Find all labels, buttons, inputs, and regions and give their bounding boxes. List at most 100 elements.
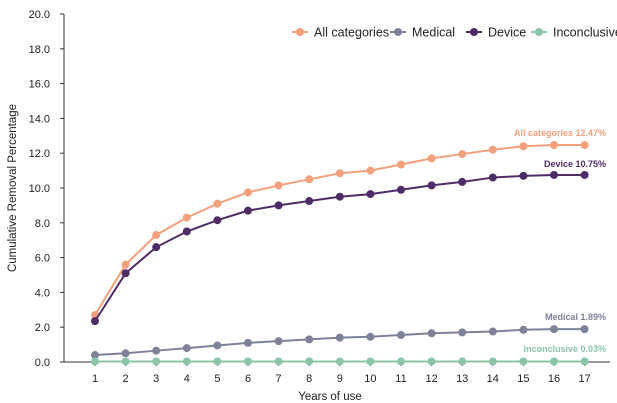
y-tick-label: 2.0	[35, 322, 50, 334]
data-point	[458, 328, 467, 337]
data-point	[152, 230, 161, 239]
y-tick-label: 6.0	[35, 253, 50, 265]
data-point	[244, 338, 252, 347]
data-point	[213, 341, 222, 350]
x-tick-label: 17	[578, 373, 590, 385]
series	[91, 141, 589, 366]
data-point	[397, 185, 405, 194]
series-line	[94, 328, 585, 357]
data-point	[91, 351, 99, 360]
data-point	[488, 145, 497, 154]
data-point	[488, 357, 497, 366]
data-point	[182, 357, 191, 366]
x-tick-label: 7	[276, 373, 282, 385]
x-tick-label: 16	[548, 373, 560, 385]
data-point	[427, 329, 436, 338]
data-point	[182, 344, 191, 353]
series-medical	[91, 325, 589, 360]
data-point	[121, 349, 130, 358]
data-point	[397, 357, 405, 366]
x-tick-label: 14	[487, 373, 499, 385]
data-point	[182, 227, 191, 236]
legend-item: Device	[466, 26, 526, 40]
x-tick-label: 5	[214, 373, 220, 385]
series-inconclusive	[91, 357, 589, 366]
legend-item: Inconclusive	[531, 26, 617, 40]
series-end-label: Medical 1.89%	[545, 312, 606, 322]
data-point	[213, 216, 222, 225]
data-point	[427, 154, 436, 163]
x-tick-label: 9	[337, 373, 343, 385]
data-point	[397, 331, 405, 340]
legend: All categories Medical Device Inconclusive	[292, 26, 617, 40]
x-tick-label: 4	[184, 373, 190, 385]
data-point	[152, 346, 161, 355]
series-device	[91, 170, 589, 326]
x-axis-title: Years of use	[298, 391, 362, 403]
y-tick-label: 10.0	[29, 183, 50, 195]
legend-marker	[535, 28, 543, 36]
y-tick-label: 0.0	[35, 357, 50, 369]
data-point	[305, 357, 314, 366]
data-point	[335, 333, 344, 342]
x-tick-label: 3	[153, 373, 159, 385]
data-point	[366, 332, 375, 341]
y-tick-label: 16.0	[29, 79, 50, 91]
data-point	[488, 327, 497, 336]
data-point	[427, 181, 436, 190]
data-point	[213, 357, 222, 366]
series-end-label: Device 10.75%	[544, 159, 606, 169]
x-ticks: 1 2 3 4 5 6 7 8 9 10 11 12 13 14 15 16 17	[92, 362, 591, 385]
data-point	[519, 142, 528, 151]
data-point	[580, 170, 589, 179]
data-point	[550, 357, 558, 366]
data-point	[366, 190, 375, 199]
data-point	[335, 169, 344, 178]
data-point	[182, 213, 191, 222]
data-point	[458, 177, 467, 186]
y-tick-label: 14.0	[29, 113, 50, 125]
data-point	[121, 260, 130, 269]
series-end-label: Inconclusive 0.03%	[523, 344, 606, 354]
data-point	[274, 357, 283, 366]
y-tick-label: 4.0	[35, 287, 50, 299]
y-tick-label: 20.0	[29, 9, 50, 21]
x-tick-label: 12	[425, 373, 437, 385]
y-tick-label: 12.0	[29, 148, 50, 160]
series-all-categories	[91, 141, 589, 320]
data-point	[519, 325, 528, 334]
data-point	[91, 357, 99, 366]
data-point	[550, 325, 558, 334]
data-point	[580, 325, 589, 334]
data-point	[152, 243, 161, 252]
data-point	[458, 150, 467, 159]
legend-label: Medical	[412, 26, 455, 40]
data-point	[519, 171, 528, 180]
data-point	[274, 181, 283, 190]
data-point	[427, 357, 436, 366]
legend-item: Medical	[390, 26, 455, 40]
legend-item: All categories	[292, 26, 389, 40]
end-labels: All categories 12.47% Medical 1.89% Device…	[514, 128, 606, 354]
data-point	[152, 357, 161, 366]
data-point	[366, 166, 375, 175]
data-point	[305, 197, 314, 206]
data-point	[580, 141, 589, 150]
data-point	[274, 337, 283, 346]
legend-label: Device	[488, 26, 526, 40]
axes	[63, 14, 610, 363]
data-point	[519, 357, 528, 366]
data-point	[305, 335, 314, 344]
data-point	[458, 357, 467, 366]
x-tick-label: 13	[456, 373, 468, 385]
data-point	[366, 357, 375, 366]
y-tick-label: 8.0	[35, 218, 50, 230]
data-point	[580, 357, 589, 366]
y-tick-label: 18.0	[29, 44, 50, 56]
y-axis-title: Cumulative Removal Percentage	[7, 104, 19, 272]
data-point	[121, 357, 130, 366]
data-point	[244, 188, 252, 197]
x-tick-label: 15	[517, 373, 529, 385]
